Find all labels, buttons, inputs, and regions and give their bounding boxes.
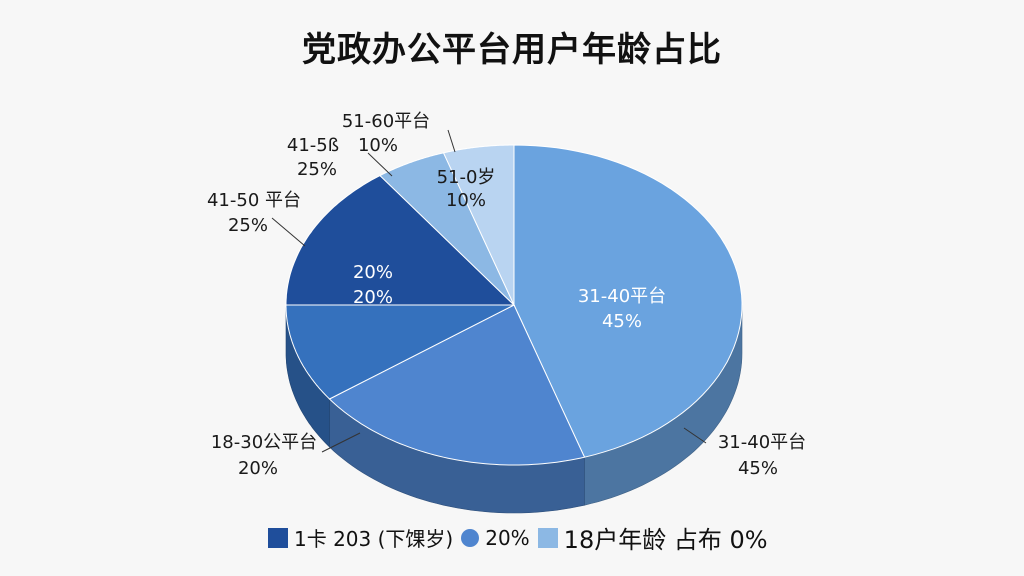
pie-slice [513, 144, 743, 458]
leader-line [367, 152, 393, 177]
leader-line [447, 129, 456, 153]
callout-label: 41-5ß [287, 135, 339, 156]
leader-line [321, 432, 361, 453]
slice-label: 51-0岁 [437, 167, 496, 188]
callout-label: 41-50 平台 [207, 190, 301, 211]
callout-value: 10% [358, 135, 398, 156]
pie-slice [379, 152, 515, 306]
labels-group: 31-40平台 45% 20% 20% 51-0岁 10% 51-60平台 41… [207, 111, 806, 479]
callout-value: 20% [238, 458, 278, 479]
legend-item: 1卡 203 (下馃岁) [268, 523, 453, 552]
legend-label: 20% [485, 525, 530, 550]
legend-item: 18户年龄 占布 0% [537, 520, 768, 555]
callout-label: 51-60平台 [342, 111, 430, 132]
callout-value: 25% [228, 215, 268, 236]
slice-value: 45% [602, 311, 642, 332]
legend-label: 18户年龄 占布 0% [563, 526, 768, 554]
legend-swatch [268, 527, 288, 548]
legend-swatch [461, 528, 480, 547]
legend: 1卡 203 (下馃岁) 20% 18户年龄 占布 0% [268, 520, 768, 555]
leader-line [683, 427, 707, 444]
chart-title: 党政办公平台用户年龄占比 [302, 30, 722, 70]
slice-label: 20% [353, 262, 393, 283]
leader-line [271, 217, 306, 247]
pie-slice [285, 304, 515, 400]
slice-value: 10% [446, 190, 486, 211]
slice-value: 20% [353, 287, 393, 308]
pie-slice [328, 304, 586, 466]
legend-label: 1卡 203 (下馃岁) [294, 527, 454, 551]
callout-label: 18-30公平台 [211, 432, 317, 453]
pie-slice [285, 174, 516, 306]
callout-value: 45% [738, 458, 778, 479]
legend-swatch [537, 527, 558, 548]
callout-value: 25% [297, 159, 337, 180]
callout-label: 31-40平台 [718, 432, 806, 453]
legend-item: 20% [461, 525, 530, 550]
slice-label: 31-40平台 [578, 286, 666, 307]
leader-lines-group [271, 129, 707, 453]
pie-slices-group [285, 144, 743, 466]
